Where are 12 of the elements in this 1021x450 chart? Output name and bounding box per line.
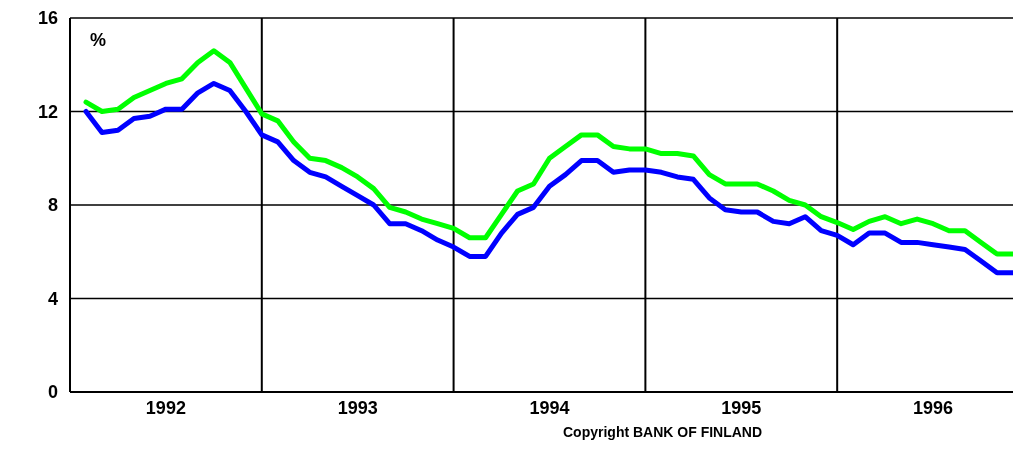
x-tick-label: 1993: [337, 398, 378, 418]
x-tick-label: 1995: [721, 398, 762, 418]
x-tick-label: 1996: [913, 398, 954, 418]
x-tick-label: 1992: [145, 398, 186, 418]
y-axis-title: %: [90, 30, 107, 51]
y-tick-label: 16: [37, 8, 58, 28]
y-tick-label: 0: [47, 382, 58, 402]
x-tick-label: 1994: [529, 398, 570, 418]
y-tick-label: 8: [47, 195, 58, 215]
y-tick-label: 4: [47, 288, 58, 309]
y-tick-label: 12: [37, 101, 58, 122]
text: Copyright BANK OF FINLAND: [563, 424, 763, 440]
